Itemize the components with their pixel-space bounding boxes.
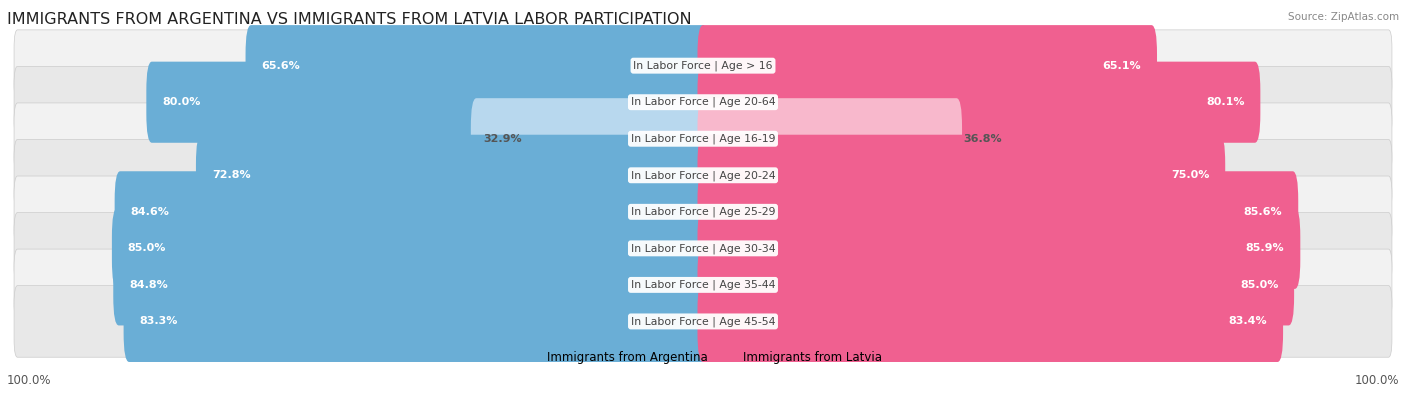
FancyBboxPatch shape xyxy=(697,171,1298,252)
Text: 84.8%: 84.8% xyxy=(129,280,167,290)
Text: 36.8%: 36.8% xyxy=(963,134,1002,144)
Text: In Labor Force | Age 16-19: In Labor Force | Age 16-19 xyxy=(631,134,775,144)
Text: 100.0%: 100.0% xyxy=(7,374,52,387)
Text: In Labor Force | Age 30-34: In Labor Force | Age 30-34 xyxy=(631,243,775,254)
Text: 100.0%: 100.0% xyxy=(1354,374,1399,387)
FancyBboxPatch shape xyxy=(14,213,1392,284)
FancyBboxPatch shape xyxy=(14,249,1392,321)
FancyBboxPatch shape xyxy=(697,62,1260,143)
Text: 85.9%: 85.9% xyxy=(1246,243,1285,253)
FancyBboxPatch shape xyxy=(14,66,1392,138)
Text: 65.6%: 65.6% xyxy=(262,61,299,71)
Text: In Labor Force | Age 25-29: In Labor Force | Age 25-29 xyxy=(631,207,775,217)
Text: In Labor Force | Age 20-24: In Labor Force | Age 20-24 xyxy=(631,170,775,181)
Text: In Labor Force | Age 35-44: In Labor Force | Age 35-44 xyxy=(631,280,775,290)
FancyBboxPatch shape xyxy=(471,98,709,179)
FancyBboxPatch shape xyxy=(697,25,1157,106)
FancyBboxPatch shape xyxy=(146,62,709,143)
FancyBboxPatch shape xyxy=(14,139,1392,211)
Text: In Labor Force | Age 20-64: In Labor Force | Age 20-64 xyxy=(631,97,775,107)
Text: 32.9%: 32.9% xyxy=(484,134,522,144)
FancyBboxPatch shape xyxy=(112,208,709,289)
Text: 85.6%: 85.6% xyxy=(1244,207,1282,217)
FancyBboxPatch shape xyxy=(124,281,709,362)
FancyBboxPatch shape xyxy=(697,208,1301,289)
Text: IMMIGRANTS FROM ARGENTINA VS IMMIGRANTS FROM LATVIA LABOR PARTICIPATION: IMMIGRANTS FROM ARGENTINA VS IMMIGRANTS … xyxy=(7,12,692,27)
Text: 65.1%: 65.1% xyxy=(1102,61,1142,71)
Legend: Immigrants from Argentina, Immigrants from Latvia: Immigrants from Argentina, Immigrants fr… xyxy=(519,346,887,369)
FancyBboxPatch shape xyxy=(14,176,1392,248)
Text: 85.0%: 85.0% xyxy=(128,243,166,253)
FancyBboxPatch shape xyxy=(697,245,1294,325)
FancyBboxPatch shape xyxy=(115,171,709,252)
FancyBboxPatch shape xyxy=(114,245,709,325)
Text: In Labor Force | Age 45-54: In Labor Force | Age 45-54 xyxy=(631,316,775,327)
Text: 83.3%: 83.3% xyxy=(139,316,177,326)
FancyBboxPatch shape xyxy=(697,135,1225,216)
FancyBboxPatch shape xyxy=(697,281,1284,362)
Text: 72.8%: 72.8% xyxy=(212,170,250,180)
Text: 80.1%: 80.1% xyxy=(1206,97,1244,107)
Text: 85.0%: 85.0% xyxy=(1240,280,1278,290)
FancyBboxPatch shape xyxy=(14,286,1392,357)
Text: In Labor Force | Age > 16: In Labor Force | Age > 16 xyxy=(633,60,773,71)
Text: 84.6%: 84.6% xyxy=(131,207,169,217)
FancyBboxPatch shape xyxy=(14,30,1392,102)
FancyBboxPatch shape xyxy=(195,135,709,216)
FancyBboxPatch shape xyxy=(246,25,709,106)
FancyBboxPatch shape xyxy=(697,98,962,179)
FancyBboxPatch shape xyxy=(14,103,1392,175)
Text: 75.0%: 75.0% xyxy=(1171,170,1209,180)
Text: Source: ZipAtlas.com: Source: ZipAtlas.com xyxy=(1288,12,1399,22)
Text: 80.0%: 80.0% xyxy=(162,97,201,107)
Text: 83.4%: 83.4% xyxy=(1229,316,1267,326)
